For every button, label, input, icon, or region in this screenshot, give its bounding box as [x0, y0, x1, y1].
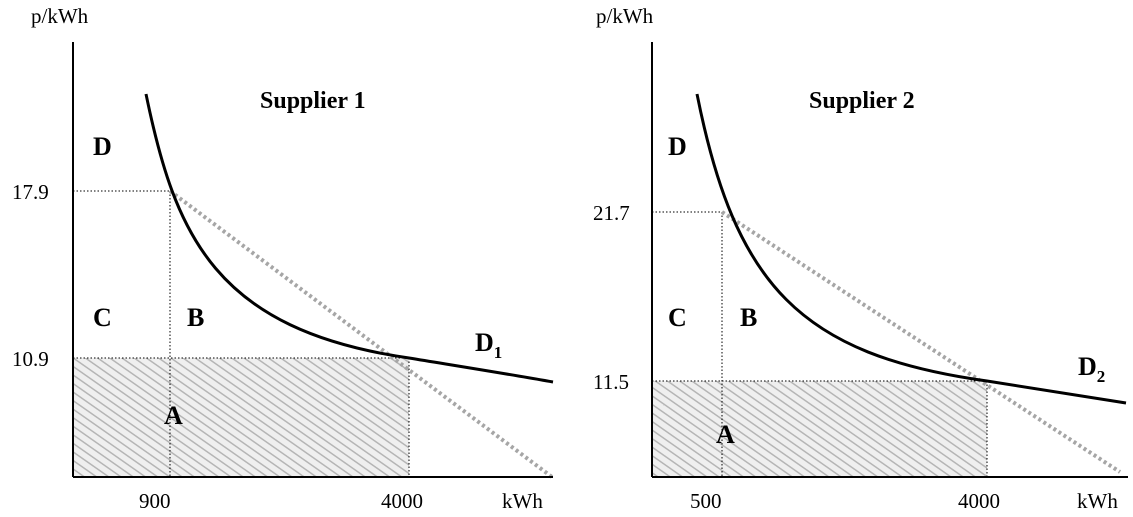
region-label-d-2: D: [668, 132, 687, 161]
region-label-d-1: D: [93, 132, 112, 161]
y-axis-label-1: p/kWh: [31, 4, 89, 28]
demand-curve-1: [144, 93, 554, 384]
y-tick-label-high-1: 17.9: [12, 180, 49, 204]
x-tick-label-high-2: 4000: [958, 489, 1000, 513]
y-tick-label-low-2: 11.5: [593, 370, 629, 394]
panel-supplier-2: p/kWh 21.7 11.5 500 4000 kWh Supplier 2 …: [593, 4, 1128, 513]
curve-label-subscript-1: 1: [494, 343, 503, 362]
curve-label-letter-1: D: [475, 328, 494, 357]
region-label-b-2: B: [740, 303, 757, 332]
curve-label-2: D2: [1078, 352, 1105, 386]
curve-label-subscript-2: 2: [1097, 367, 1106, 386]
x-tick-label-high-1: 4000: [381, 489, 423, 513]
region-label-c-2: C: [668, 303, 687, 332]
region-label-a-1: A: [164, 401, 183, 430]
y-tick-label-high-2: 21.7: [593, 201, 630, 225]
curve-label-letter-2: D: [1078, 352, 1097, 381]
shaded-region-a-2: [652, 381, 987, 477]
region-label-c-1: C: [93, 303, 112, 332]
shaded-region-a-1: [73, 358, 409, 477]
x-axis-label-2: kWh: [1077, 489, 1118, 513]
region-label-b-1: B: [187, 303, 204, 332]
panel-supplier-1: p/kWh 17.9 10.9 900 4000 kWh Supplier 1 …: [12, 4, 554, 513]
y-tick-label-low-1: 10.9: [12, 347, 49, 371]
demand-curve-2: [695, 93, 1127, 405]
x-tick-label-low-2: 500: [690, 489, 722, 513]
x-axis-label-1: kWh: [502, 489, 543, 513]
x-tick-label-low-1: 900: [139, 489, 171, 513]
dotted-line-1: [168, 189, 554, 479]
chart-title-1: Supplier 1: [260, 88, 366, 114]
y-axis-label-2: p/kWh: [596, 4, 654, 28]
curve-label-1: D1: [475, 328, 502, 362]
dotted-line-2: [720, 210, 1122, 474]
region-label-a-2: A: [716, 420, 735, 449]
chart-title-2: Supplier 2: [809, 88, 915, 114]
